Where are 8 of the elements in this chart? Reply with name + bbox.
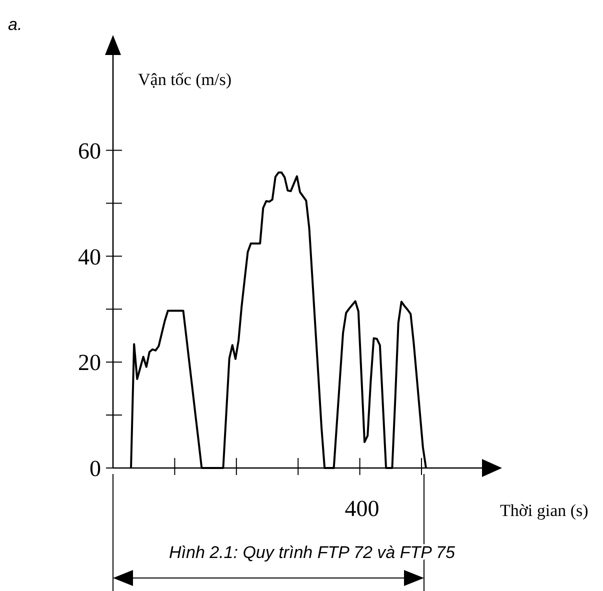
y-tick-label: 20 [78, 350, 101, 376]
y-tick-label: 0 [90, 456, 101, 482]
text: a. [8, 15, 22, 34]
y-axis-title: Vận tốc (m/s) [138, 70, 232, 89]
y-tick-label: 60 [78, 138, 101, 164]
x-axis-title: Thời gian (s) [500, 501, 588, 520]
text: 400 [344, 496, 380, 521]
y-tick-label: 40 [78, 244, 101, 270]
